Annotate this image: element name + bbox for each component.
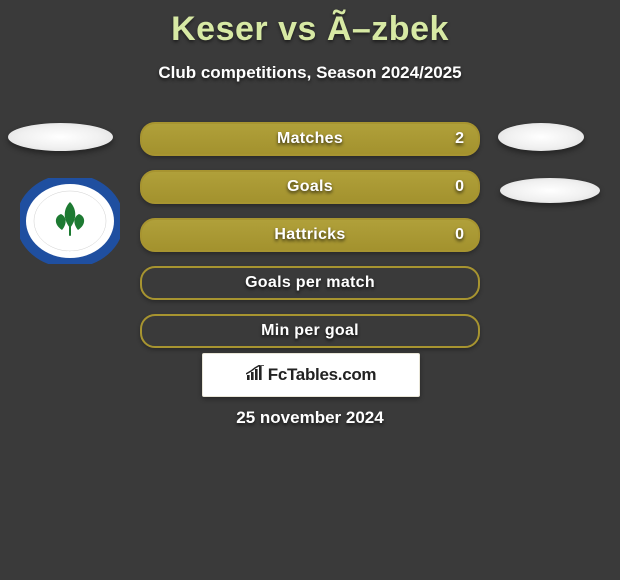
- stat-value: 0: [455, 172, 464, 202]
- date-text: 25 november 2024: [0, 408, 620, 428]
- stat-row: Hattricks0: [140, 218, 480, 252]
- player-right-oval-2: [500, 178, 600, 203]
- brand-text: FcTables.com: [268, 365, 377, 385]
- club-logo: CAYKUR RIZESPOR KULUBU 1953: [20, 178, 120, 264]
- player-left-oval: [8, 123, 113, 151]
- stat-label: Goals: [142, 172, 478, 202]
- subtitle: Club competitions, Season 2024/2025: [0, 63, 620, 83]
- stat-row: Matches2: [140, 122, 480, 156]
- stat-row: Min per goal: [140, 314, 480, 348]
- stat-label: Hattricks: [142, 220, 478, 250]
- stat-label: Min per goal: [142, 316, 478, 346]
- stats-table: Matches2Goals0Hattricks0Goals per matchM…: [140, 122, 480, 362]
- stat-value: 2: [455, 124, 464, 154]
- stat-row: Goals per match: [140, 266, 480, 300]
- stat-row: Goals0: [140, 170, 480, 204]
- svg-text:1953: 1953: [62, 251, 78, 258]
- stat-value: 0: [455, 220, 464, 250]
- brand-chart-icon: [246, 365, 266, 386]
- stat-label: Matches: [142, 124, 478, 154]
- stat-label: Goals per match: [142, 268, 478, 298]
- page-title: Keser vs Ã–zbek: [0, 0, 620, 49]
- player-right-oval-1: [498, 123, 584, 151]
- brand-box[interactable]: FcTables.com: [202, 353, 420, 397]
